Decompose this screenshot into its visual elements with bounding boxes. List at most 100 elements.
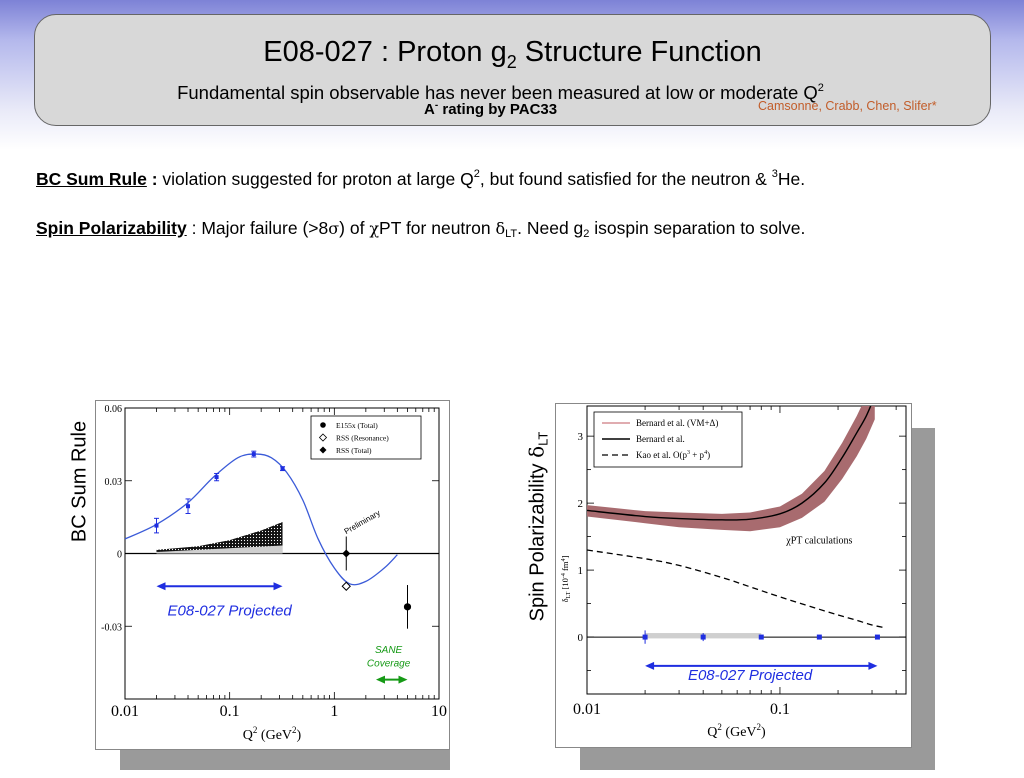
legend-label-sup: 3 bbox=[687, 450, 690, 456]
e155x-point bbox=[403, 603, 412, 611]
authors: Camsonne, Crabb, Chen, Slifer* bbox=[758, 99, 937, 113]
legend-label-sup2: 4 bbox=[704, 450, 707, 456]
left-chart-panel: 0.06 0.03 0 -0.03 0.01 0.1 1 10 Q2 (GeV2) E155x (… bbox=[95, 400, 450, 750]
x-axis-label-mid: (GeV bbox=[257, 728, 292, 743]
bc-sup-2: 3 bbox=[771, 168, 778, 180]
legend-label-pre: Kao et al. O(p bbox=[636, 450, 687, 460]
rss-resonance-point bbox=[341, 581, 351, 591]
delta-symbol: δ bbox=[495, 219, 506, 238]
inner-y-units-post: fm bbox=[560, 561, 570, 573]
sane-label: SANE bbox=[375, 645, 403, 656]
x-tick-label: 1 bbox=[330, 703, 338, 720]
legend-marker-diamond bbox=[319, 446, 327, 454]
sp-text-2: ) of bbox=[339, 218, 370, 238]
x-tick-label: 0.1 bbox=[220, 703, 240, 720]
legend-label: Bernard et al. bbox=[636, 434, 685, 444]
projected-point bbox=[280, 466, 285, 471]
right-y-title-sub: LT bbox=[535, 431, 551, 446]
right-chart-y-title: Spin Polarizability δLT bbox=[524, 417, 551, 637]
inner-y-units-exp: -4 bbox=[561, 573, 567, 578]
sp-text-4: . Need g bbox=[517, 218, 584, 238]
bc-sum-rule-line: BC Sum Rule : violation suggested for pr… bbox=[36, 168, 805, 193]
projected-label: E08-027 Projected bbox=[688, 667, 813, 684]
upper-hatched-band bbox=[156, 521, 283, 554]
right-chart-panel: 0 1 2 3 0.01 0.1 Q2 (GeV2) δLT [10-4 fm4] Bernar… bbox=[555, 403, 912, 748]
projected-point bbox=[154, 523, 159, 528]
projected-point bbox=[214, 475, 219, 480]
rating-sup: - bbox=[434, 100, 439, 111]
y-tick-label: 0 bbox=[117, 550, 122, 561]
sigma-symbol: σ bbox=[328, 219, 340, 238]
right-y-title-delta: δ bbox=[524, 445, 549, 458]
bernard-vm-band bbox=[587, 406, 875, 532]
projected-point bbox=[874, 634, 880, 640]
left-chart-y-title: BC Sum Rule bbox=[68, 420, 91, 543]
inner-y-axis-label: δLT [10-4 fm4] bbox=[560, 556, 572, 603]
legend-label: E155x (Total) bbox=[336, 421, 378, 430]
inner-y-units-close: ] bbox=[560, 556, 570, 559]
bernard-curve bbox=[587, 406, 872, 521]
bc-sum-rule-chart: 0.06 0.03 0 -0.03 0.01 0.1 1 10 Q2 (GeV2) E155x (… bbox=[101, 404, 447, 743]
sp-text-3: PT for neutron bbox=[379, 218, 496, 238]
inner-y-symbol: δ bbox=[560, 598, 570, 602]
chipt-calculations-label: χPT calculations bbox=[785, 535, 852, 546]
legend-marker-circle bbox=[320, 422, 326, 428]
slide-title-pre: E08-027 : Proton g bbox=[263, 36, 507, 68]
projected-point bbox=[700, 634, 706, 640]
x-axis-label-close: ) bbox=[297, 728, 302, 743]
x-axis-label: Q2 (GeV2) bbox=[243, 725, 302, 743]
x-axis-label-sup: 2 bbox=[253, 725, 258, 735]
bc-colon: : bbox=[146, 169, 163, 189]
slide-title-subscript: 2 bbox=[506, 52, 517, 72]
legend-marker-open-diamond bbox=[318, 433, 328, 442]
chi-symbol: χ bbox=[369, 219, 380, 238]
x-tick-label: 0.1 bbox=[770, 701, 790, 718]
slide-title: E08-027 : Proton g2 Structure Function bbox=[35, 35, 990, 72]
spin-polarizability-term: Spin Polarizability bbox=[36, 218, 187, 238]
right-y-title-pre: Spin Polarizability bbox=[526, 457, 549, 622]
g2-subscript: 2 bbox=[583, 228, 590, 240]
legend-label: Bernard et al. (VM+Δ) bbox=[636, 418, 718, 428]
sp-text-1: : Major failure (>8 bbox=[186, 218, 329, 238]
inner-y-units-exp2: 4 bbox=[561, 559, 567, 562]
bc-sup-1: 2 bbox=[473, 168, 480, 180]
x-axis-label-sup2: 2 bbox=[292, 725, 297, 735]
bc-sum-rule-term: BC Sum Rule bbox=[36, 169, 147, 189]
legend-label-mid: + p bbox=[690, 450, 705, 460]
x-axis-label-sup: 2 bbox=[717, 722, 722, 732]
x-tick-label: 0.01 bbox=[111, 703, 139, 720]
bc-text-1: violation suggested for proton at large … bbox=[162, 169, 474, 189]
projected-point bbox=[816, 634, 822, 640]
legend-label: RSS (Total) bbox=[336, 446, 372, 455]
pac-rating: A- rating by PAC33 bbox=[424, 100, 558, 118]
rss-total-point bbox=[342, 549, 351, 558]
y-tick-label: 2 bbox=[578, 498, 584, 510]
coverage-label: Coverage bbox=[367, 658, 411, 669]
plot-area bbox=[587, 406, 906, 644]
projected-point bbox=[186, 504, 191, 509]
slide-subtitle: Fundamental spin observable has never be… bbox=[35, 82, 966, 107]
title-box: E08-027 : Proton g2 Structure Function F… bbox=[34, 14, 991, 126]
legend-label-close: ) bbox=[707, 450, 710, 460]
projected-range-arrowhead-left bbox=[645, 661, 655, 670]
slide-subtitle-text: Fundamental spin observable has never be… bbox=[177, 82, 818, 103]
bc-text-3: He. bbox=[777, 169, 806, 189]
rating-post: rating by PAC33 bbox=[438, 101, 558, 118]
projected-label: E08-027 Projected bbox=[168, 602, 293, 619]
projected-point bbox=[642, 634, 648, 640]
projected-range-arrowhead-right bbox=[868, 661, 878, 670]
sp-text-5: isospin separation to solve. bbox=[589, 218, 806, 238]
delta-lt-subscript: LT bbox=[505, 228, 518, 240]
legend-label: RSS (Resonance) bbox=[336, 434, 389, 443]
sane-range-arrowhead-right bbox=[398, 675, 408, 684]
projected-range-arrowhead-right bbox=[273, 582, 283, 591]
x-tick-label: 10 bbox=[431, 703, 447, 720]
y-tick-label: 0.03 bbox=[105, 477, 123, 488]
bc-text-2: , but found satisfied for the neutron & bbox=[479, 169, 772, 189]
x-axis-label-sup2: 2 bbox=[757, 722, 762, 732]
y-tick-label: -0.03 bbox=[101, 622, 122, 633]
spin-polarizability-line: Spin Polarizability : Major failure (>8σ… bbox=[36, 217, 805, 242]
preliminary-label: Preliminary bbox=[343, 508, 382, 536]
projected-point bbox=[758, 634, 764, 640]
